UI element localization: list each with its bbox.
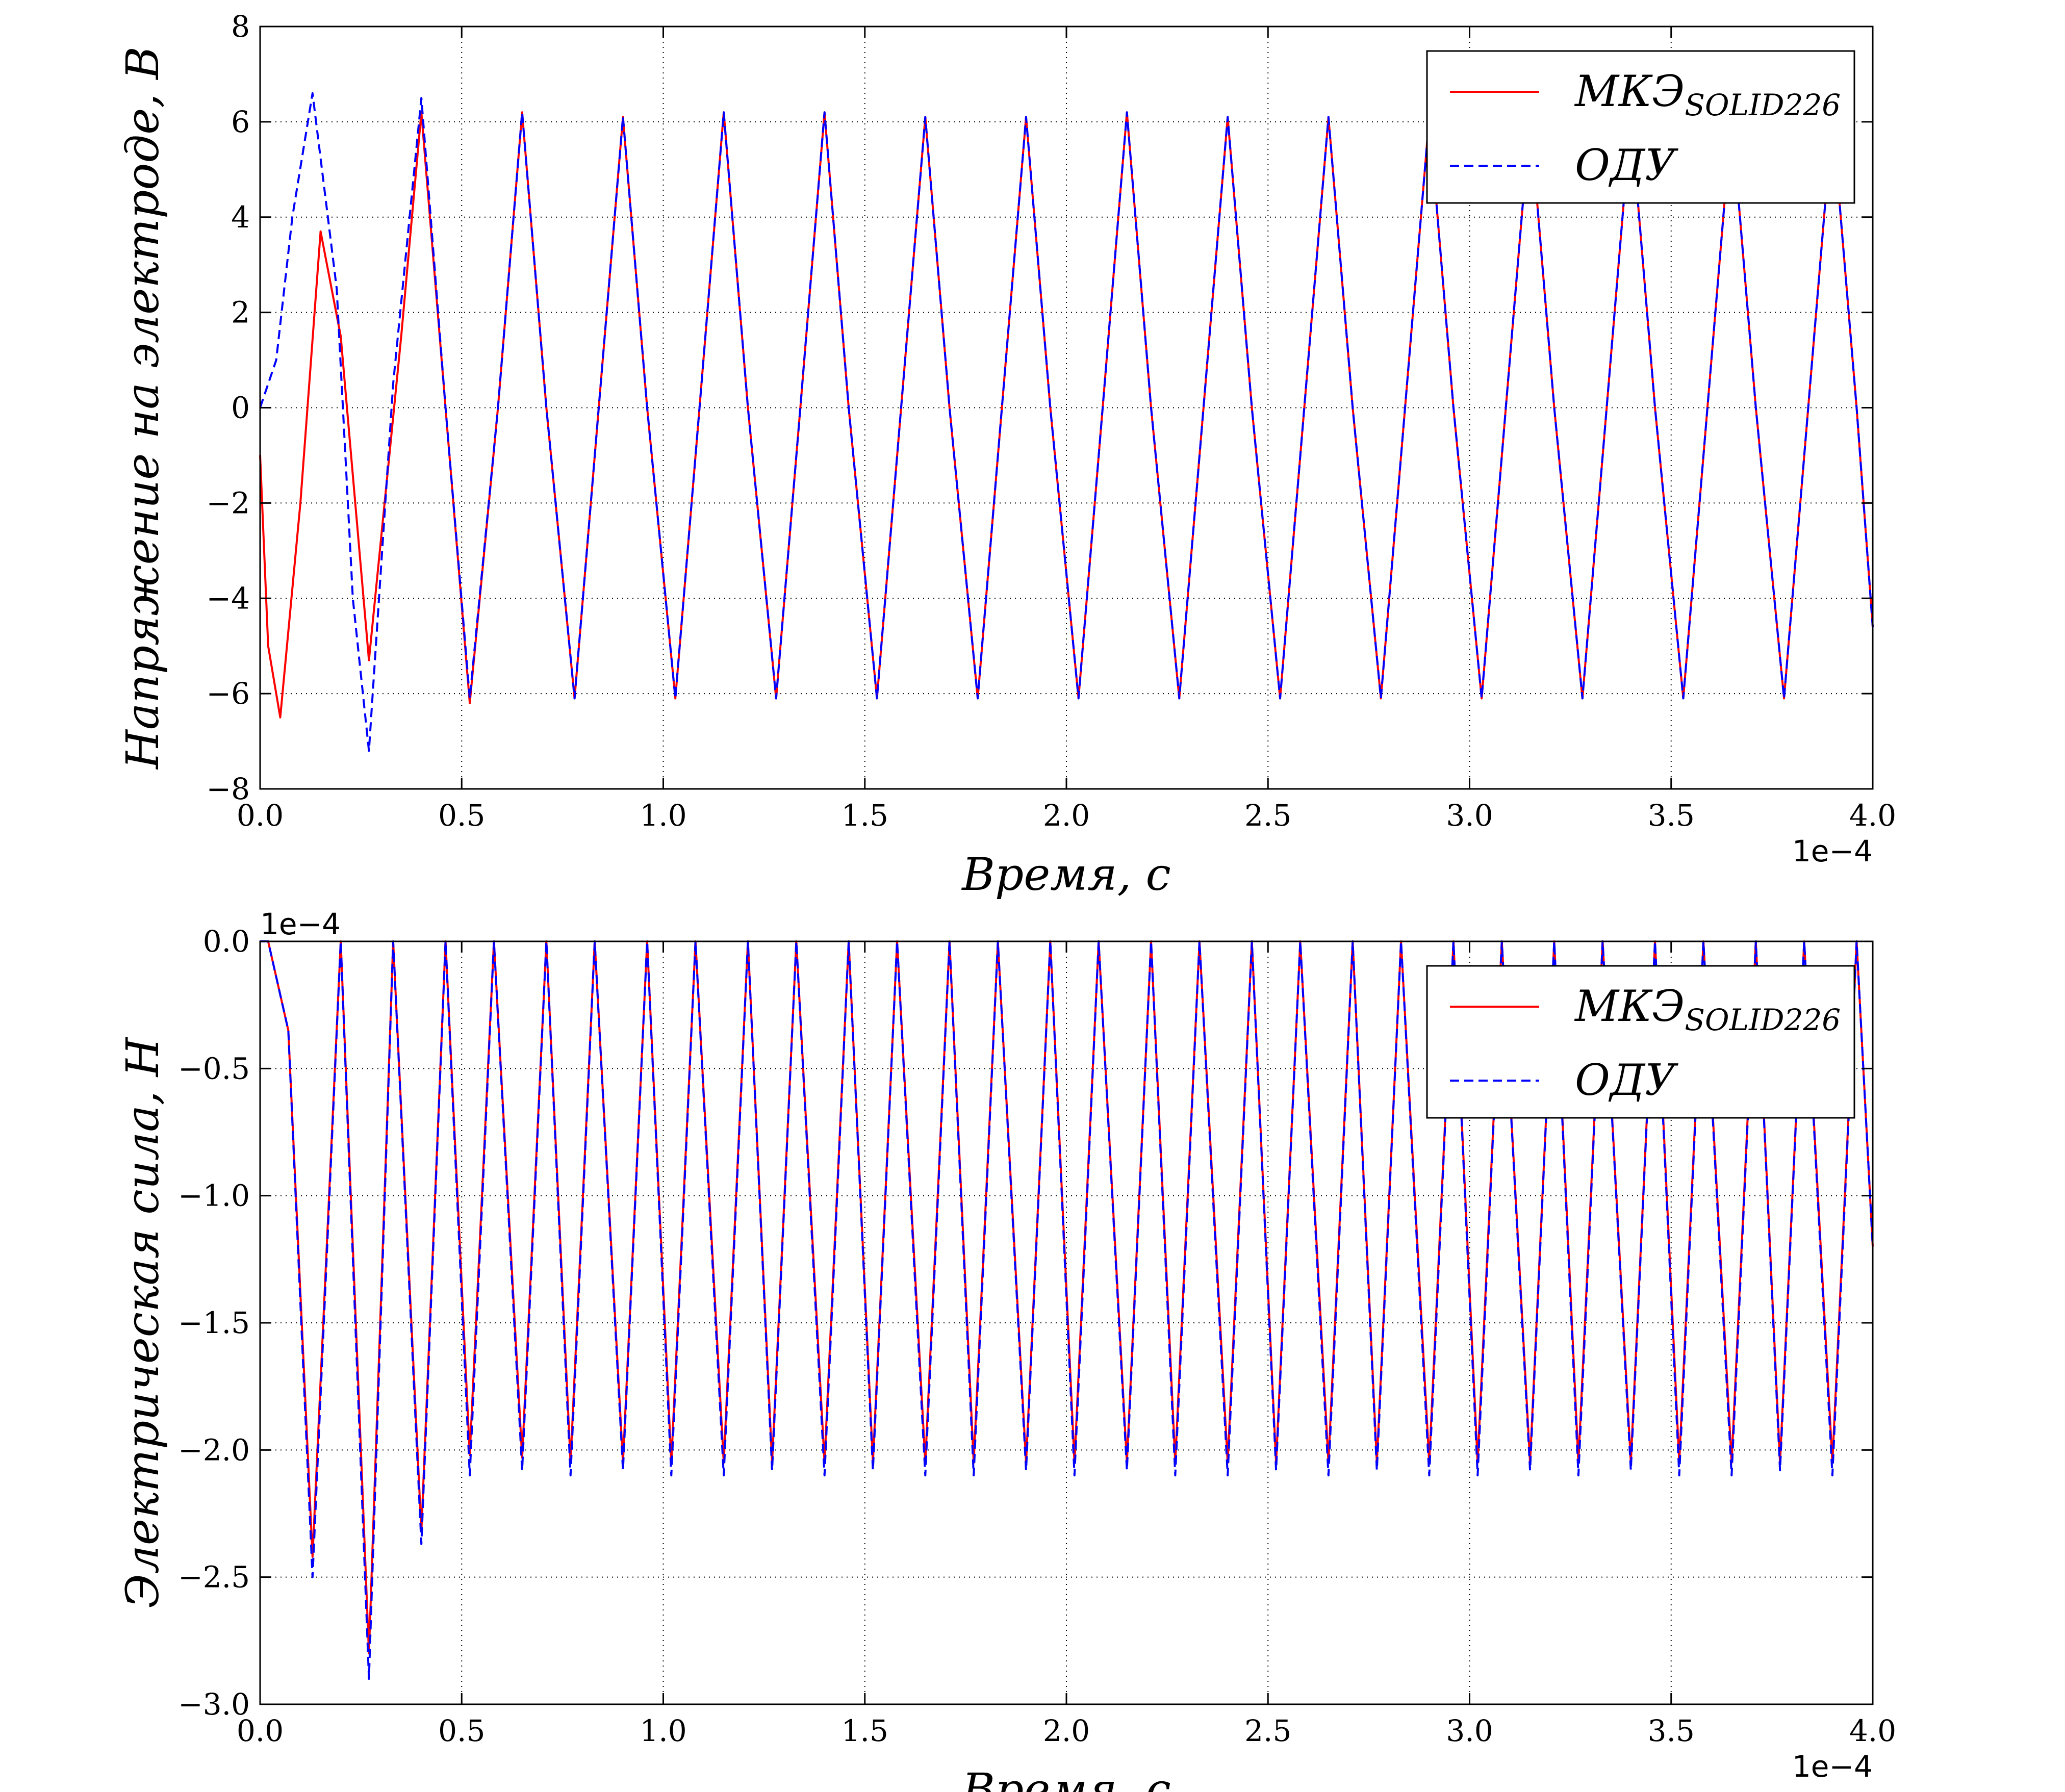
force-x-tick-label: 4.0 <box>1849 1713 1896 1748</box>
voltage-chart: 0.0 0.5 1.0 1.5 2.0 2.5 3.0 3.5 4.0 −8 −6 −4 −2 0 2 4 6 8… <box>116 9 1896 901</box>
force-y-tick-label: 0.0 <box>203 924 250 959</box>
force-x-tick-label: 3.5 <box>1648 1713 1695 1748</box>
force-y-tick-label: −1.5 <box>178 1305 250 1340</box>
voltage-y-tick-label: −4 <box>207 581 250 616</box>
voltage-series <box>259 92 1874 752</box>
force-series-ode-line <box>260 940 1874 1680</box>
voltage-x-tick-label: 1.0 <box>640 798 686 833</box>
force-y-offset-label: 1e−4 <box>260 907 341 941</box>
voltage-y-tick-label: 2 <box>231 295 250 330</box>
force-x-offset-label: 1e−4 <box>1792 1749 1873 1784</box>
voltage-x-tick-label: 3.5 <box>1648 798 1695 833</box>
voltage-legend-box <box>1426 50 1855 204</box>
voltage-x-tick-label: 0.0 <box>237 798 284 833</box>
force-x-tick-label: 0.5 <box>438 1713 485 1748</box>
force-y-tick-label: −0.5 <box>178 1051 250 1086</box>
force-ticks: 0.0 0.5 1.0 1.5 2.0 2.5 3.0 3.5 4.0 −3.0 −2.5 −2.0 −… <box>178 924 1896 1748</box>
voltage-y-tick-label: −6 <box>207 676 250 711</box>
force-legend-box <box>1426 965 1855 1119</box>
voltage-x-axis-label: Время, с <box>961 848 1171 901</box>
voltage-y-tick-label: 4 <box>231 200 250 235</box>
voltage-x-tick-label: 2.5 <box>1244 798 1291 833</box>
force-legend-label-ode: ОДУ <box>1575 1055 1678 1105</box>
force-x-tick-label: 0.0 <box>237 1713 284 1748</box>
voltage-y-tick-label: 6 <box>231 105 250 139</box>
force-x-axis-label: Время, с <box>961 1763 1171 1792</box>
force-x-tick-label: 3.0 <box>1446 1713 1493 1748</box>
force-x-tick-label: 2.0 <box>1043 1713 1090 1748</box>
voltage-legend: МКЭSOLID226 ОДУ <box>1426 50 1855 204</box>
force-x-tick-label: 1.0 <box>640 1713 686 1748</box>
voltage-x-tick-label: 1.5 <box>842 798 888 833</box>
force-y-tick-label: −2.5 <box>178 1560 250 1595</box>
force-legend: МКЭSOLID226 ОДУ <box>1426 965 1855 1119</box>
voltage-y-tick-label: 0 <box>231 391 250 425</box>
force-y-tick-label: −2.0 <box>178 1432 250 1467</box>
voltage-legend-label-ode: ОДУ <box>1575 140 1678 190</box>
force-chart: 0.0 0.5 1.0 1.5 2.0 2.5 3.0 3.5 4.0 −3.0 −2.5 −2.0 −… <box>116 907 1896 1792</box>
voltage-y-tick-label: −8 <box>207 772 250 806</box>
voltage-y-tick-label: −2 <box>207 485 250 520</box>
force-x-tick-label: 1.5 <box>842 1713 888 1748</box>
voltage-series-ode-line <box>259 92 1874 752</box>
force-y-tick-label: −1.0 <box>178 1179 250 1213</box>
voltage-x-offset-label: 1e−4 <box>1792 834 1873 868</box>
voltage-x-tick-label: 4.0 <box>1849 798 1896 833</box>
voltage-y-tick-label: 8 <box>231 9 250 44</box>
force-y-axis-label: Электрическая сила, Н <box>116 1036 169 1608</box>
voltage-y-axis-label: Напряжение на электроде, В <box>116 46 169 770</box>
force-legend-label-fem: МКЭSOLID226 <box>1574 981 1841 1037</box>
voltage-x-tick-label: 2.0 <box>1043 798 1090 833</box>
voltage-legend-label-fem: МКЭSOLID226 <box>1574 66 1841 122</box>
voltage-x-tick-label: 3.0 <box>1446 798 1493 833</box>
force-x-tick-label: 2.5 <box>1244 1713 1291 1748</box>
force-grid <box>260 941 1873 1704</box>
voltage-ticks: 0.0 0.5 1.0 1.5 2.0 2.5 3.0 3.5 4.0 −8 −6 −4 −2 0 2 4 6 8 <box>207 9 1897 833</box>
voltage-x-tick-label: 0.5 <box>438 798 485 833</box>
force-y-tick-label: −3.0 <box>178 1687 250 1722</box>
voltage-grid <box>260 27 1873 789</box>
